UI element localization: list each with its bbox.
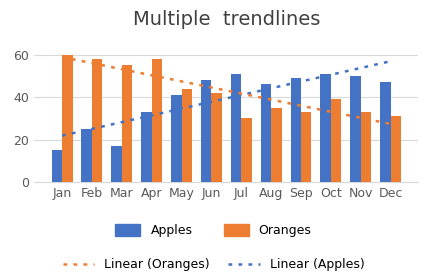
Bar <box>141 112 151 182</box>
Bar <box>349 76 360 182</box>
Bar <box>121 66 132 182</box>
Legend: Apples, Oranges: Apples, Oranges <box>115 224 311 237</box>
Bar <box>241 118 251 182</box>
Title: Multiple  trendlines: Multiple trendlines <box>132 10 319 29</box>
Bar <box>52 150 62 182</box>
Bar <box>390 116 400 182</box>
Bar <box>81 129 92 182</box>
Bar <box>290 78 300 182</box>
Bar <box>330 99 340 182</box>
Legend: Linear (Oranges), Linear (Apples): Linear (Oranges), Linear (Apples) <box>63 258 363 271</box>
Bar <box>260 85 271 182</box>
Bar <box>201 80 211 182</box>
Bar <box>300 112 311 182</box>
Bar <box>62 55 72 182</box>
Bar <box>111 146 121 182</box>
Bar <box>379 82 390 182</box>
Bar <box>360 112 370 182</box>
Bar <box>92 59 102 182</box>
Bar <box>230 74 241 182</box>
Bar <box>271 108 281 182</box>
Bar <box>151 59 162 182</box>
Bar <box>171 95 181 182</box>
Bar <box>320 74 330 182</box>
Bar <box>181 89 192 182</box>
Bar <box>211 93 222 182</box>
